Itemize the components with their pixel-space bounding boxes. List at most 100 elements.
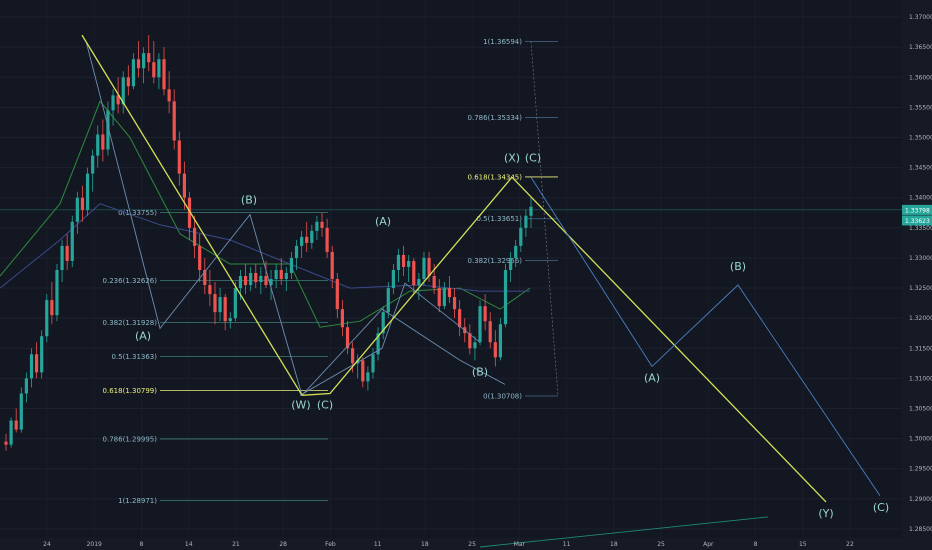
candle-body <box>177 140 181 174</box>
trend-line <box>479 516 769 548</box>
wave-label: (B) <box>241 194 257 207</box>
price-tick-label: 1.31500 <box>909 345 932 352</box>
wave-label: (A) <box>375 215 391 228</box>
candle-body <box>223 297 227 322</box>
wave-label: (C) <box>525 152 541 165</box>
price-tick-label: 1.33500 <box>909 225 932 232</box>
candle-body <box>264 276 268 286</box>
time-tick-label: 18 <box>610 541 618 548</box>
structure-line <box>85 40 303 396</box>
time-tick-label: 2019 <box>87 541 102 548</box>
candle-body <box>529 206 533 216</box>
candle-body <box>157 59 161 78</box>
time-tick-label: 11 <box>374 541 382 548</box>
candle-body <box>192 227 197 246</box>
candle-body <box>437 288 441 307</box>
candle-body <box>198 245 202 270</box>
time-tick-label: 8 <box>754 541 758 548</box>
candle-body <box>101 134 105 150</box>
candle-body <box>422 257 426 280</box>
candle-body <box>142 53 146 69</box>
candle-body <box>106 110 110 150</box>
candle-body <box>4 441 8 445</box>
price-tick-label: 1.36000 <box>909 74 932 81</box>
candle-body <box>19 393 23 430</box>
candle-body <box>91 155 95 174</box>
candle-body <box>488 321 492 343</box>
candle-body <box>80 197 85 210</box>
candle-body <box>136 59 141 69</box>
wave-label: (W) <box>291 399 310 412</box>
candle-body <box>300 236 304 246</box>
fib-level-label: 1(1.36594) <box>483 38 522 46</box>
fib-level-label: 0(1.33755) <box>118 209 157 217</box>
structure-line <box>301 308 506 396</box>
candle-body <box>330 251 334 280</box>
candle-body <box>524 215 528 228</box>
price-tick-label: 1.29500 <box>909 466 932 473</box>
wave-label: (X) <box>504 152 520 165</box>
candle-body <box>45 300 49 337</box>
time-tick-label: Mar <box>514 541 526 548</box>
candle-body <box>503 269 508 325</box>
candle-body <box>279 269 283 280</box>
candle-body <box>121 77 125 105</box>
wave-label: (C) <box>317 399 333 412</box>
candle-body <box>371 354 375 373</box>
candle-body <box>9 420 13 445</box>
candle-body <box>40 336 44 373</box>
candle-body <box>493 342 497 358</box>
price-tick-label: 1.28500 <box>909 526 932 533</box>
candle-body <box>60 245 64 270</box>
candle-body <box>55 269 59 316</box>
price-tick-label: 1.32000 <box>909 315 932 322</box>
fib-level-label: 0.786(1.29995) <box>103 435 158 443</box>
time-tick-label: 14 <box>185 541 193 548</box>
current-price-badge <box>902 215 932 226</box>
time-axis[interactable]: 24 2019 8 14 21 28 Feb 11 18 25 Mar 11 18 25 Apr 8 15 22 <box>43 541 854 548</box>
candle-body <box>208 285 212 295</box>
time-axis-panel <box>0 538 902 550</box>
structure-line <box>299 282 481 396</box>
candle-body <box>447 288 452 298</box>
candle-body <box>412 260 416 286</box>
candle-body <box>478 306 482 343</box>
candle-body <box>289 257 294 273</box>
candle-body <box>396 254 401 270</box>
price-tick-label: 1.34000 <box>909 195 932 202</box>
candle-body <box>473 342 477 349</box>
candle-body <box>345 327 350 349</box>
candle-body <box>340 309 345 328</box>
candle-body <box>126 77 130 87</box>
candle-body <box>468 333 472 349</box>
candle-body <box>254 273 258 283</box>
time-tick-label: Feb <box>325 541 336 548</box>
fib-level-label: 0.382(1.31928) <box>103 319 158 327</box>
time-tick-label: 8 <box>140 541 144 548</box>
candle-body <box>187 197 192 228</box>
candle-body <box>351 348 355 364</box>
price-tick-label: 1.30500 <box>909 406 932 413</box>
fib-level-label: 0.5(1.33651) <box>476 215 522 223</box>
current-price-label: 1.33623 <box>905 218 930 225</box>
candle-body <box>386 288 390 313</box>
candle-body <box>417 279 421 286</box>
candle-body <box>310 230 314 243</box>
wave-label: (C) <box>873 501 889 514</box>
wave-label: (A) <box>135 329 151 342</box>
price-axis[interactable]: 1.37000 1.36500 1.36000 1.35500 1.35000 1.345… <box>902 14 932 533</box>
fib-level-label: 0.786(1.35334) <box>468 114 523 122</box>
candle-body <box>162 59 166 90</box>
candle-body <box>203 269 207 286</box>
candle-body <box>233 288 237 319</box>
candle-body <box>172 101 176 141</box>
candle-body <box>305 236 309 243</box>
price-tick-label: 1.33000 <box>909 255 932 262</box>
candle-body <box>50 300 54 316</box>
candle-body <box>519 227 523 246</box>
time-tick-label: 24 <box>43 541 51 548</box>
time-tick-label: 22 <box>846 541 854 548</box>
time-tick-label: 25 <box>468 541 476 548</box>
time-tick-label: 18 <box>421 541 429 548</box>
